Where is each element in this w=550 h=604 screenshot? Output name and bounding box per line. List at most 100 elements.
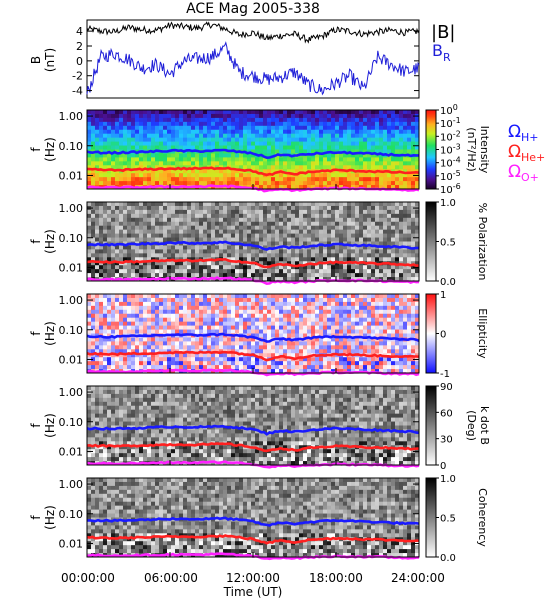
spectrogram-cell bbox=[355, 302, 359, 306]
spectrogram-cell bbox=[307, 122, 311, 126]
spectrogram-cell bbox=[167, 302, 171, 306]
spectrogram-cell bbox=[187, 273, 191, 277]
spectrogram-cell bbox=[235, 238, 239, 242]
spectrogram-cell bbox=[191, 218, 195, 222]
spectrogram-cell bbox=[123, 202, 127, 206]
spectrogram-cell bbox=[383, 218, 387, 222]
spectrogram-cell bbox=[319, 234, 323, 238]
spectrogram-cell bbox=[167, 249, 171, 253]
spectrogram-cell bbox=[275, 318, 279, 322]
spectrogram-cell bbox=[179, 134, 183, 138]
spectrogram-cell bbox=[267, 230, 271, 234]
spectrogram-cell bbox=[179, 122, 183, 126]
spectrogram-cell bbox=[187, 210, 191, 214]
spectrogram-cell bbox=[395, 202, 399, 206]
spectrogram-cell bbox=[147, 337, 151, 341]
spectrogram-cell bbox=[323, 118, 327, 122]
spectrogram-cell bbox=[199, 330, 203, 334]
spectrogram-cell bbox=[395, 314, 399, 318]
spectrogram-cells bbox=[87, 202, 419, 281]
spectrogram-cell bbox=[335, 322, 339, 326]
spectrogram-cell bbox=[279, 314, 283, 318]
spectrogram-cell bbox=[147, 226, 151, 230]
spectrogram-cell bbox=[175, 118, 179, 122]
spectrogram-cell bbox=[195, 173, 199, 177]
spectrogram-cell bbox=[375, 161, 379, 165]
spectrogram-cell bbox=[159, 177, 163, 181]
spectrogram-cell bbox=[403, 122, 407, 126]
spectrogram-cell bbox=[283, 177, 287, 181]
spectrogram-cell bbox=[315, 361, 319, 365]
spectrogram-cell bbox=[331, 234, 335, 238]
spectrogram-cell bbox=[179, 306, 183, 310]
spectrogram-cell bbox=[291, 210, 295, 214]
spectrogram-cell bbox=[147, 114, 151, 118]
spectrogram-cell bbox=[243, 177, 247, 181]
spectrogram-cell bbox=[91, 302, 95, 306]
spectrogram-cell bbox=[323, 273, 327, 277]
spectrogram-cell bbox=[115, 138, 119, 142]
spectrogram-cell bbox=[271, 365, 275, 369]
spectrogram-cell bbox=[311, 349, 315, 353]
spectrogram-cell bbox=[359, 142, 363, 146]
spectrogram-cell bbox=[387, 165, 391, 169]
spectrogram-cell bbox=[147, 234, 151, 238]
spectrogram-cell bbox=[171, 142, 175, 146]
spectrogram-cell bbox=[387, 118, 391, 122]
spectrogram-cell bbox=[223, 177, 227, 181]
spectrogram-cell bbox=[319, 269, 323, 273]
spectrogram-cell bbox=[147, 222, 151, 226]
spectrogram-cell bbox=[199, 357, 203, 361]
spectrogram-cell bbox=[251, 310, 255, 314]
spectrogram-cell bbox=[287, 157, 291, 161]
spectrogram-cell bbox=[127, 326, 131, 330]
spectrogram-cell bbox=[167, 337, 171, 341]
spectrogram-cell bbox=[135, 245, 139, 249]
spectrogram-cell bbox=[107, 118, 111, 122]
spectrogram-cell bbox=[247, 298, 251, 302]
spectrogram-cell bbox=[331, 214, 335, 218]
spectrogram-cell bbox=[383, 330, 387, 334]
spectrogram-cell bbox=[319, 306, 323, 310]
spectrogram-cell bbox=[319, 230, 323, 234]
spectrogram-cell bbox=[259, 226, 263, 230]
spectrogram-cell bbox=[111, 181, 115, 185]
spectrogram-cell bbox=[271, 181, 275, 185]
spectrogram-cell bbox=[319, 318, 323, 322]
spectrogram-cell bbox=[319, 298, 323, 302]
spectrogram-cell bbox=[223, 118, 227, 122]
spectrogram-cell bbox=[311, 357, 315, 361]
spectrogram-cell bbox=[359, 177, 363, 181]
spectrogram-cell bbox=[111, 226, 115, 230]
spectrogram-cell bbox=[299, 114, 303, 118]
spectrogram-cell bbox=[127, 138, 131, 142]
spectrogram-cell bbox=[111, 202, 115, 206]
spectrogram-cell bbox=[343, 314, 347, 318]
spectrogram-cell bbox=[335, 142, 339, 146]
spectrogram-cell bbox=[119, 306, 123, 310]
spectrogram-cell bbox=[411, 269, 415, 273]
spectrogram-cell bbox=[287, 214, 291, 218]
spectrogram-cell bbox=[211, 122, 215, 126]
spectrogram-cell bbox=[267, 202, 271, 206]
spectrogram-cell bbox=[95, 298, 99, 302]
spectrogram-cell bbox=[379, 138, 383, 142]
spectrogram-cell bbox=[143, 326, 147, 330]
spectrogram-cell bbox=[275, 230, 279, 234]
spectrogram-cell bbox=[335, 249, 339, 253]
spectrogram-cell bbox=[219, 214, 223, 218]
spectrogram-cell bbox=[271, 349, 275, 353]
spectrogram-cell bbox=[183, 130, 187, 134]
spectrogram-cell bbox=[267, 126, 271, 130]
spectrogram-cell bbox=[175, 298, 179, 302]
spectrogram-cell bbox=[123, 265, 127, 269]
spectrogram-cell bbox=[387, 134, 391, 138]
spectrogram-cell bbox=[311, 165, 315, 169]
colorbar-tick-base: 10 bbox=[440, 132, 453, 143]
spectrogram-cell bbox=[303, 365, 307, 369]
spectrogram-cell bbox=[383, 349, 387, 353]
spectrogram-cell bbox=[199, 345, 203, 349]
spectrogram-cell bbox=[271, 222, 275, 226]
spectrogram-cell bbox=[211, 245, 215, 249]
spectrogram-cell bbox=[343, 249, 347, 253]
